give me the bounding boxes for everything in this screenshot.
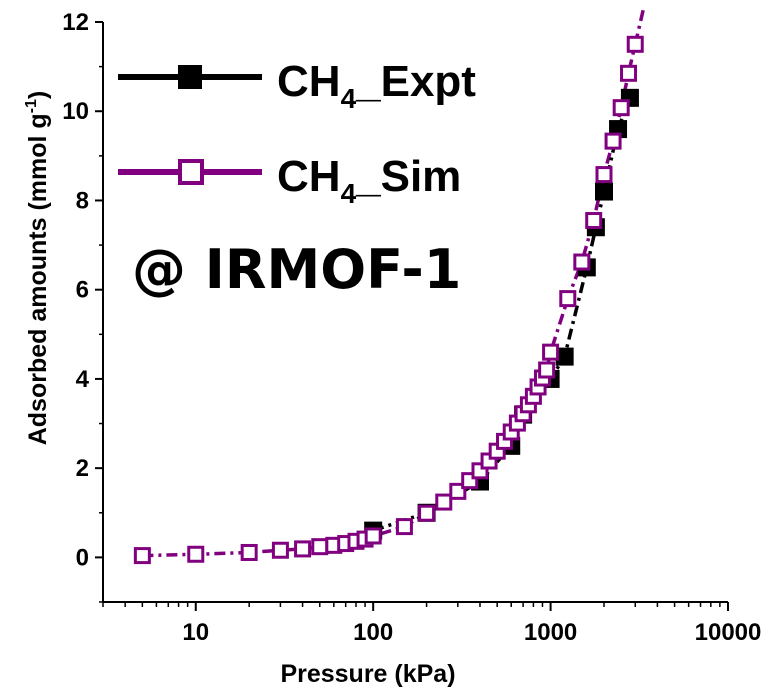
sim-point	[133, 547, 151, 565]
sim-point	[585, 212, 603, 230]
series-ch4-sim	[133, 35, 644, 565]
axes	[102, 22, 728, 603]
sim-point	[395, 518, 413, 536]
tick-marks	[95, 21, 729, 611]
y-axis-title-sup: -1	[23, 99, 40, 113]
y-tick-label-6: 6	[76, 277, 89, 304]
sim-point	[604, 132, 622, 150]
y-tick-label-8: 8	[76, 187, 89, 214]
sim-point	[311, 538, 329, 556]
y-axis-title: Adsorbed amounts (mmol g-1)	[23, 91, 52, 446]
annotation-irmof-1: @ IRMOF-1	[132, 238, 461, 301]
y-axis-title-main: Adsorbed amounts (mmol g	[24, 113, 52, 445]
legend-marker-expt	[178, 65, 202, 89]
sim-point	[573, 253, 591, 271]
y-tick-label-0: 0	[76, 544, 89, 571]
x-tick-label-100: 100	[353, 619, 393, 646]
x-tick-label-1000: 1000	[524, 619, 577, 646]
expt-point	[594, 182, 613, 201]
y-tick-label-4: 4	[76, 366, 90, 393]
legend-marker-sim	[178, 159, 204, 185]
sim-point	[559, 290, 577, 308]
sim-point	[271, 541, 289, 559]
legend-item-ch4-sim: CH4_Sim	[118, 152, 461, 209]
sim-point	[612, 99, 630, 117]
x-axis-title: Pressure (kPa)	[280, 660, 455, 688]
sim-point	[435, 493, 453, 511]
sim-point	[595, 166, 613, 184]
y-axis-title-close: )	[24, 91, 52, 99]
sim-point	[418, 504, 436, 522]
sim-point	[240, 543, 258, 561]
sim-point	[626, 35, 644, 53]
legend-item-ch4-expt: CH4_Expt	[118, 57, 476, 114]
sim-point	[620, 64, 638, 82]
sim-point	[294, 540, 312, 558]
legend-label-ch4-sim: CH4_Sim	[277, 152, 461, 209]
y-tick-label-10: 10	[62, 98, 89, 125]
legend-label-ch4-expt: CH4_Expt	[277, 57, 476, 114]
sim-point	[542, 343, 560, 361]
sim-point	[538, 361, 556, 379]
x-tick-label-10: 10	[182, 619, 209, 646]
sim-point	[364, 527, 382, 545]
y-tick-label-12: 12	[62, 9, 89, 36]
sim-point	[187, 545, 205, 563]
y-tick-label-2: 2	[76, 455, 89, 482]
expt-point	[555, 347, 574, 366]
tick-labels: 0 2 4 6 8 10 12 10 100 1000 10000	[62, 9, 761, 646]
x-tick-label-10000: 10000	[695, 619, 762, 646]
legend: CH4_Expt CH4_Sim	[112, 40, 532, 220]
